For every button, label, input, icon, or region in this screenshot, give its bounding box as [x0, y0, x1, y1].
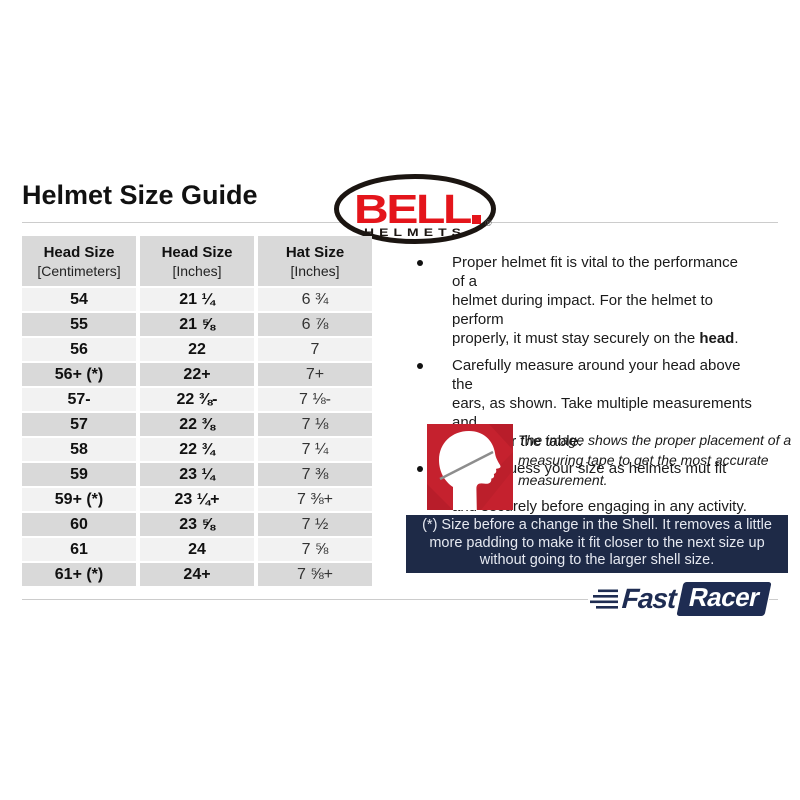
measuring-tape-illustration — [427, 424, 513, 510]
table-cell: 22 — [140, 338, 254, 361]
bullet-dot — [417, 466, 423, 472]
table-row: 56+ (*) 22+ 7+ — [22, 363, 372, 386]
table-cell: 23 ¼+ — [140, 488, 254, 511]
bottom-divider — [22, 599, 778, 600]
table-row: 59+ (*) 23 ¼+ 7 ⅜+ — [22, 488, 372, 511]
bell-helmets-logo: BELL ® HELMETS — [333, 173, 497, 247]
fastracer-racer-text: Racer — [685, 582, 762, 612]
table-cell: 22 ⅜- — [140, 388, 254, 411]
table-cell: 23 ⅝ — [140, 513, 254, 536]
table-cell: 55 — [22, 313, 136, 336]
table-cell: 7+ — [258, 363, 372, 386]
table-cell: 7 ⅛- — [258, 388, 372, 411]
table-cell: 22 ¾ — [140, 438, 254, 461]
table-cell: 61 — [22, 538, 136, 561]
head-profile-icon — [427, 424, 513, 510]
table-cell: 59+ (*) — [22, 488, 136, 511]
fastracer-racer-box: Racer — [675, 582, 771, 616]
page-title: Helmet Size Guide — [22, 180, 258, 210]
table-cell: 7 ⅝ — [258, 538, 372, 561]
list-item-proper-fit: Proper helmet fit is vital to the perfor… — [400, 253, 752, 348]
bell-helmets-text: HELMETS — [364, 227, 466, 239]
header-head-size-cm: Head Size [Centimeters] — [22, 236, 136, 286]
table-cell: 7 ⅜+ — [258, 488, 372, 511]
fastracer-logo: Fast Racer — [588, 578, 771, 620]
table-cell: 6 ¾ — [258, 288, 372, 311]
size-table-header: Head Size [Centimeters] Head Size [Inche… — [22, 236, 372, 286]
table-cell: 22 ⅜ — [140, 413, 254, 436]
bullet-text: Proper helmet fit is vital to the perfor… — [452, 253, 752, 348]
bullet-dot — [417, 363, 423, 369]
table-cell: 7 — [258, 338, 372, 361]
bullet-text: Do not guess your size as helmets mut fi… — [452, 460, 747, 515]
table-cell: 61+ (*) — [22, 563, 136, 586]
table-cell: 56 — [22, 338, 136, 361]
list-item-no-guess: Do not guess your size as helmets mut fi… — [400, 459, 752, 516]
fastracer-fast-text: Fast — [620, 583, 677, 614]
registered-mark: ® — [485, 218, 492, 228]
table-cell: 6 ⅞ — [258, 313, 372, 336]
table-cell: 7 ⅜ — [258, 463, 372, 486]
table-cell: 56+ (*) — [22, 363, 136, 386]
table-cell: 23 ¼ — [140, 463, 254, 486]
bell-wordmark: BELL — [354, 186, 471, 232]
table-row: 61+ (*) 24+ 7 ⅝+ — [22, 563, 372, 586]
table-cell: 24+ — [140, 563, 254, 586]
table-cell: 58 — [22, 438, 136, 461]
table-cell: 22+ — [140, 363, 254, 386]
table-cell: 7 ½ — [258, 513, 372, 536]
bell-period-square — [472, 215, 481, 224]
table-cell: 7 ⅛ — [258, 413, 372, 436]
table-cell: 7 ¼ — [258, 438, 372, 461]
figure-caption: The image shows the proper placement of … — [518, 432, 792, 488]
header-hat-size-in: Hat Size [Inches] — [258, 236, 372, 286]
table-cell: 54 — [22, 288, 136, 311]
table-row: 61 24 7 ⅝ — [22, 538, 372, 561]
table-row: 56 22 7 — [22, 338, 372, 361]
table-row: 57- 22 ⅜- 7 ⅛- — [22, 388, 372, 411]
speed-lines-icon — [590, 589, 618, 609]
table-cell: 21 ⅝ — [140, 313, 254, 336]
header-head-size-in: Head Size [Inches] — [140, 236, 254, 286]
table-cell: 60 — [22, 513, 136, 536]
bell-oval-icon: BELL ® HELMETS — [334, 174, 496, 244]
bullet-text-end: . — [734, 330, 739, 347]
table-cell: 21 ¼ — [140, 288, 254, 311]
table-cell: 7 ⅝+ — [258, 563, 372, 586]
table-cell: 57 — [22, 413, 136, 436]
shell-note: (*) Size before a change in the Shell. I… — [406, 515, 788, 573]
size-table: Head Size [Centimeters] Head Size [Inche… — [22, 236, 372, 588]
measuring-tape-line — [439, 450, 494, 481]
table-cell: 24 — [140, 538, 254, 561]
table-cell: 59 — [22, 463, 136, 486]
bullet-text-bold: head — [699, 330, 735, 347]
bullet-text-start: Proper helmet fit is vital to the perfor… — [452, 254, 738, 347]
bullet-dot — [417, 260, 423, 266]
table-cell: 57- — [22, 388, 136, 411]
